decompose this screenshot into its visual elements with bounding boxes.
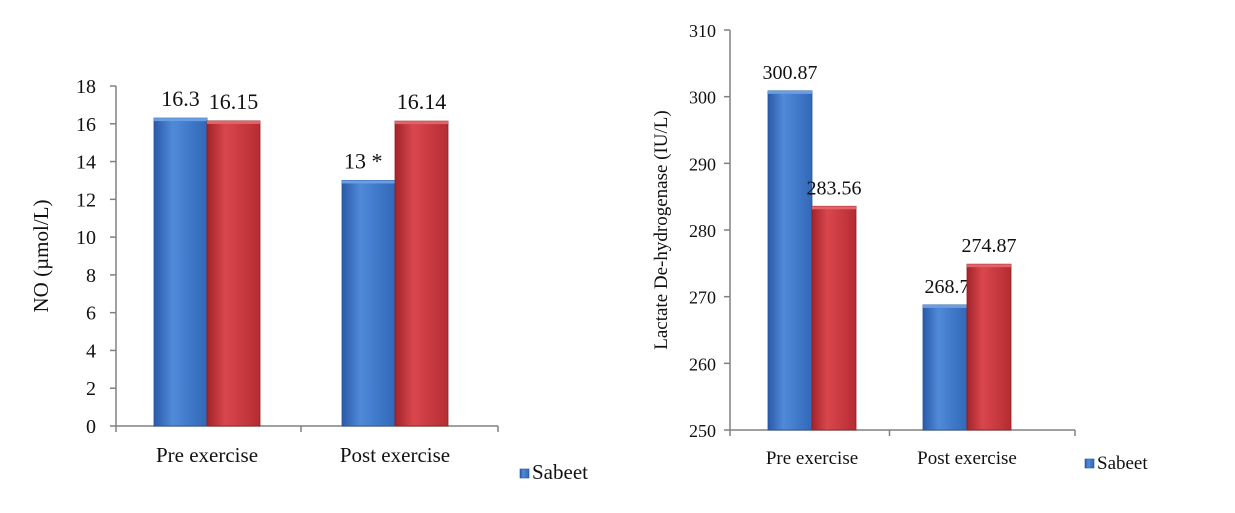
y-tick-label: 2 [86, 378, 96, 400]
no-chart: 0 2 4 6 8 10 12 14 16 18 NO (µmol/L) Pre exercise Po… [29, 76, 588, 484]
y-tick-label: 300 [689, 88, 716, 108]
y-tick-label: 8 [86, 265, 96, 287]
y-tick-label: 14 [76, 152, 96, 174]
ldh-chart: 250 260 270 280 290 300 310 Lactate De-hydrogen… [651, 21, 1148, 474]
data-label: 16.15 [209, 89, 259, 114]
y-tick-label: 10 [76, 227, 96, 249]
y-tick-label: 250 [689, 421, 716, 441]
bar [341, 180, 396, 427]
bar [966, 263, 1012, 431]
y-tick-label: 260 [689, 354, 716, 374]
data-label: 16.14 [397, 89, 447, 114]
x-tick-label: Post exercise [340, 443, 450, 467]
bar [767, 90, 813, 431]
bar-top-highlight [154, 118, 207, 122]
data-label: 300.87 [763, 62, 818, 84]
x-tick-label: Pre exercise [156, 443, 258, 467]
bar-top-highlight [812, 206, 856, 210]
y-tick-label: 6 [86, 303, 96, 325]
y-axis-label: NO (µmol/L) [29, 199, 53, 312]
data-label: 274.87 [962, 235, 1017, 257]
legend-label: Sabeet [532, 460, 588, 484]
bar [206, 120, 261, 427]
bar [153, 117, 208, 427]
y-tick-label: 280 [689, 221, 716, 241]
y-tick-label: 12 [76, 189, 96, 211]
bar-top-highlight [923, 304, 967, 308]
y-tick-label: 18 [76, 76, 96, 98]
y-axis-label: Lactate De-hydrogenase (IU/L) [651, 110, 672, 350]
y-tick-label: 270 [689, 288, 716, 308]
bar [922, 304, 968, 431]
y-tick-label: 0 [86, 416, 96, 438]
data-label: 13 * [344, 148, 383, 173]
bar [394, 120, 449, 427]
bar-top-highlight [967, 264, 1011, 268]
bar-top-highlight [395, 121, 448, 125]
y-tick-label: 310 [689, 21, 716, 41]
y-tick-label: 16 [76, 114, 96, 136]
x-tick-label: Post exercise [917, 448, 1017, 469]
legend-label: Sabeet [1097, 453, 1148, 474]
bar [811, 205, 857, 431]
data-label: 16.3 [161, 86, 200, 111]
data-label: 283.56 [807, 177, 862, 199]
bar-top-highlight [342, 180, 395, 184]
legend-swatch [519, 468, 530, 479]
y-tick-label: 4 [86, 340, 96, 362]
bar-top-highlight [768, 90, 812, 94]
x-tick-label: Pre exercise [766, 448, 858, 469]
bar-top-highlight [207, 120, 260, 124]
y-tick-label: 290 [689, 154, 716, 174]
legend-swatch [1084, 458, 1095, 469]
